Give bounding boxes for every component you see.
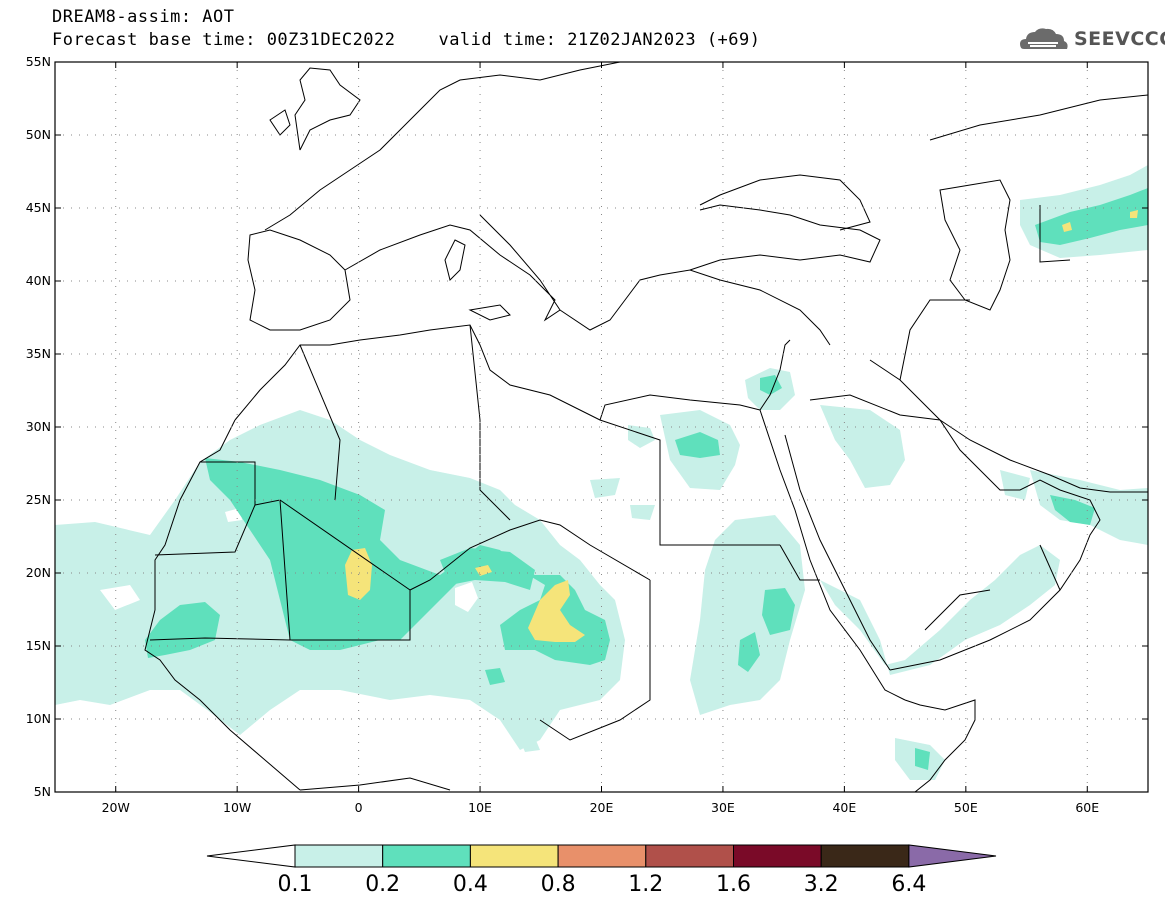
colorbar [206,844,997,868]
cloud-icon [1020,28,1068,49]
colorbar-box [820,844,910,868]
lat-label: 45N [26,200,51,215]
colorbar-label: 3.2 [804,872,839,897]
lat-label: 5N [34,784,51,799]
lon-label: 10W [223,800,251,815]
lat-label: 50N [26,127,51,142]
axis-ticks [55,61,1148,793]
aot-shading [55,165,1148,780]
lon-label: 20W [102,800,130,815]
colorbar-label: 1.2 [628,872,663,897]
colorbar-over-triangle [908,844,997,868]
latitude-labels: 5N 10N 15N 20N 25N 30N 35N 40N 45N 50N 55N [26,54,51,799]
colorbar-box [382,844,471,868]
lon-label: 0 [355,800,363,815]
colorbar-label: 0.8 [541,872,576,897]
chart-title: DREAM8-assim: AOT [52,7,235,27]
lat-label: 40N [26,273,51,288]
colorbar-label: 0.2 [365,872,400,897]
lat-label: 25N [26,492,51,507]
lon-label: 10E [468,800,492,815]
lon-label: 20E [590,800,614,815]
longitude-labels: 20W 10W 0 10E 20E 30E 40E 50E 60E [102,800,1100,815]
lat-label: 10N [26,711,51,726]
colorbar-box [469,844,559,868]
colorbar-label: 6.4 [891,872,926,897]
colorbar-label: 0.4 [453,872,488,897]
lat-label: 55N [26,54,51,69]
lon-label: 60E [1075,800,1099,815]
colorbar-label: 1.6 [716,872,751,897]
colorbar-box [294,844,384,868]
colorbar-box [557,844,647,868]
lat-label: 30N [26,419,51,434]
lat-label: 15N [26,638,51,653]
lon-label: 30E [711,800,735,815]
coastlines [144,62,1148,792]
gridlines [55,62,1148,792]
colorbar-labels: 0.1 0.2 0.4 0.8 1.2 1.6 3.2 6.4 [278,872,927,897]
colorbar-under-triangle [206,844,296,868]
lat-label: 20N [26,565,51,580]
logo-text: SEEVCCC [1074,28,1165,50]
lat-label: 35N [26,346,51,361]
lon-label: 40E [832,800,856,815]
forecast-times: Forecast base time: 00Z31DEC2022 valid t… [52,30,761,50]
colorbar-box [733,844,822,868]
lon-label: 50E [954,800,978,815]
colorbar-box [645,844,734,868]
colorbar-label: 0.1 [278,872,313,897]
